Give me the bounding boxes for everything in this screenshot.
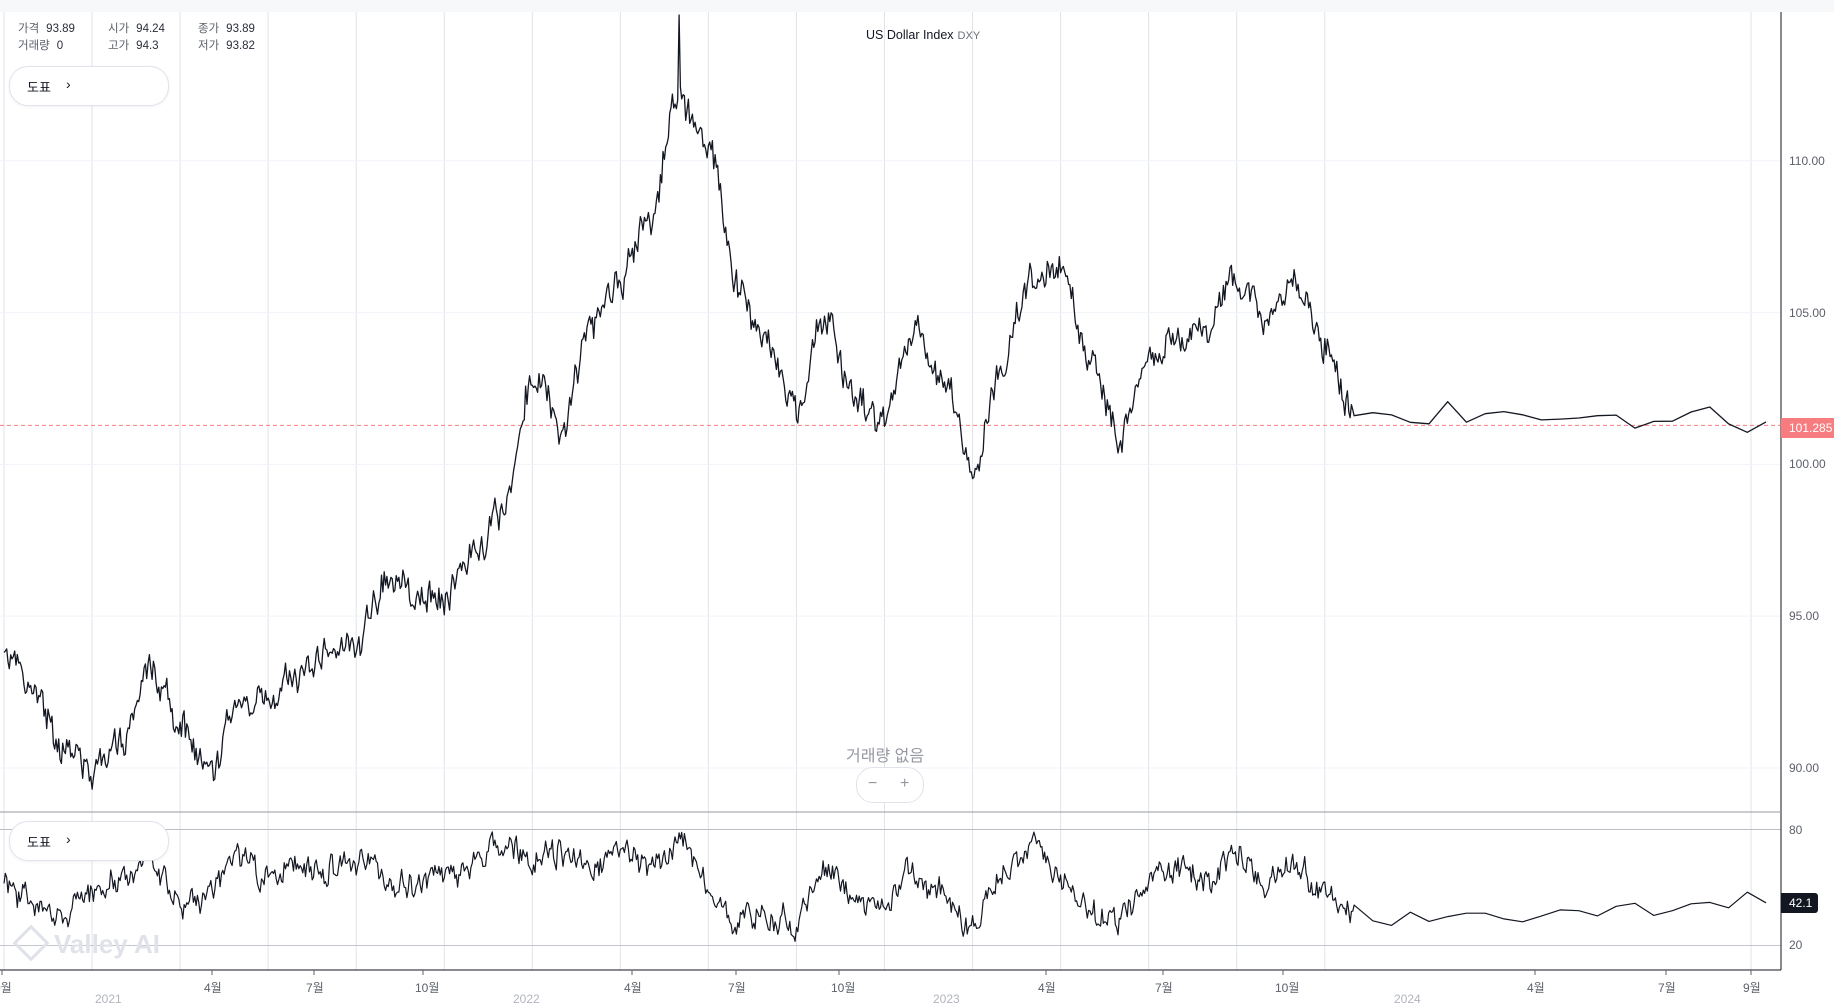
no-volume-label: 거래량 없음 xyxy=(846,748,925,765)
y-tick-label: 105.00 xyxy=(1789,305,1826,320)
y-tick-label: 100.00 xyxy=(1789,457,1826,472)
chart-title-name: US Dollar Index xyxy=(866,28,954,42)
x-tick-label: 4월 xyxy=(1038,981,1056,995)
x-tick-label: 0월 xyxy=(0,981,12,995)
x-tick-label: 10월 xyxy=(831,981,856,995)
ohlc-value-high: 94.3 xyxy=(136,40,159,52)
ohlc-label-close: 종가 xyxy=(198,23,220,35)
x-tick-label: 4월 xyxy=(624,981,642,995)
x-tick-label: 7월 xyxy=(1155,981,1173,995)
valley-logo-icon xyxy=(12,924,50,962)
x-tick-label: 4월 xyxy=(204,981,222,995)
ohlc-label-price: 가격 xyxy=(18,23,40,35)
y-tick-label: 95.00 xyxy=(1789,609,1820,624)
watermark: Valley AI xyxy=(12,924,160,962)
ohlc-label-volume: 거래량 xyxy=(18,40,50,52)
x-year-label: 2024 xyxy=(1394,992,1421,1006)
oscillator-chart-type-label: 도표 xyxy=(27,835,51,850)
oscillator-chart-type-button[interactable]: 도표 › xyxy=(9,821,169,861)
panel-borders xyxy=(0,12,1782,971)
ohlc-label-low: 저가 xyxy=(198,40,220,52)
ohlc-value-price: 93.89 xyxy=(46,23,75,35)
watermark-text: Valley AI xyxy=(54,929,160,959)
y-tick-label: 90.00 xyxy=(1789,760,1820,775)
chevron-right-icon: › xyxy=(66,76,71,92)
grid xyxy=(0,12,1781,970)
zoom-out-button[interactable]: − xyxy=(868,775,878,792)
chart-title-symbol: DXY xyxy=(957,30,981,42)
dxy-price-line xyxy=(3,14,1767,790)
zoom-control: − + xyxy=(856,767,924,803)
last-price-badge: 101.285 xyxy=(1781,418,1834,438)
x-tick-label: 4월 xyxy=(1527,981,1545,995)
osc-y-tick-label: 80 xyxy=(1789,822,1803,837)
x-tick-label: 7월 xyxy=(1658,981,1676,995)
x-year-label: 2021 xyxy=(95,992,122,1006)
oscillator-value-badge: 42.1 xyxy=(1781,893,1819,913)
oscillator-line xyxy=(3,831,1767,942)
x-tick-label: 7월 xyxy=(728,981,746,995)
ohlc-label-high: 고가 xyxy=(108,40,130,52)
x-year-label: 2023 xyxy=(933,992,960,1006)
top-band xyxy=(0,0,1834,12)
chevron-right-icon: › xyxy=(66,831,71,847)
zoom-in-button[interactable]: + xyxy=(900,775,910,792)
y-tick-label: 110.00 xyxy=(1789,153,1825,168)
x-year-label: 2022 xyxy=(513,992,540,1006)
x-tick-label: 10월 xyxy=(415,981,440,995)
x-tick-label: 9월 xyxy=(1743,981,1761,995)
ohlc-label-open: 시가 xyxy=(108,23,130,35)
x-axis-ticks xyxy=(1,970,1752,975)
chart-title: US Dollar Index DXY xyxy=(866,28,980,42)
osc-y-tick-label: 20 xyxy=(1789,938,1803,953)
ohlc-legend: 가격 93.89 시가 94.24 종가 93.89 거래량 0 고가 94.3 저가 93.82 xyxy=(18,21,255,55)
ohlc-value-low: 93.82 xyxy=(226,40,255,52)
x-tick-label: 10월 xyxy=(1275,981,1300,995)
main-chart-type-button[interactable]: 도표 › xyxy=(9,66,169,106)
main-chart-type-label: 도표 xyxy=(27,80,51,95)
ohlc-value-volume: 0 xyxy=(56,40,64,52)
ohlc-value-open: 94.24 xyxy=(136,23,165,35)
ohlc-value-close: 93.89 xyxy=(226,23,255,35)
x-tick-label: 7월 xyxy=(306,981,324,995)
